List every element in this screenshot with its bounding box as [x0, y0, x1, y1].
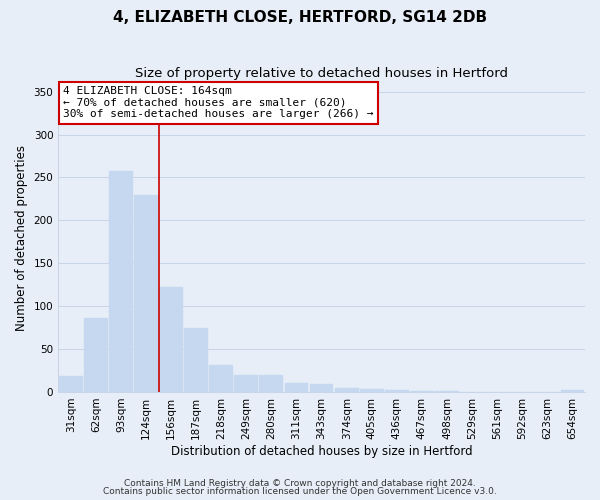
X-axis label: Distribution of detached houses by size in Hertford: Distribution of detached houses by size …: [171, 444, 472, 458]
Y-axis label: Number of detached properties: Number of detached properties: [15, 144, 28, 330]
Bar: [284, 382, 308, 392]
Bar: [385, 390, 409, 392]
Bar: [84, 318, 108, 392]
Bar: [235, 375, 258, 392]
Bar: [310, 384, 334, 392]
Title: Size of property relative to detached houses in Hertford: Size of property relative to detached ho…: [135, 68, 508, 80]
Text: Contains HM Land Registry data © Crown copyright and database right 2024.: Contains HM Land Registry data © Crown c…: [124, 478, 476, 488]
Bar: [435, 391, 459, 392]
Bar: [209, 364, 233, 392]
Text: 4 ELIZABETH CLOSE: 164sqm
← 70% of detached houses are smaller (620)
30% of semi: 4 ELIZABETH CLOSE: 164sqm ← 70% of detac…: [64, 86, 374, 120]
Bar: [59, 376, 83, 392]
Bar: [109, 172, 133, 392]
Bar: [159, 288, 183, 392]
Bar: [560, 390, 584, 392]
Bar: [259, 375, 283, 392]
Bar: [184, 328, 208, 392]
Text: Contains public sector information licensed under the Open Government Licence v3: Contains public sector information licen…: [103, 487, 497, 496]
Bar: [335, 388, 359, 392]
Text: 4, ELIZABETH CLOSE, HERTFORD, SG14 2DB: 4, ELIZABETH CLOSE, HERTFORD, SG14 2DB: [113, 10, 487, 25]
Bar: [360, 388, 383, 392]
Bar: [134, 194, 158, 392]
Bar: [410, 391, 434, 392]
